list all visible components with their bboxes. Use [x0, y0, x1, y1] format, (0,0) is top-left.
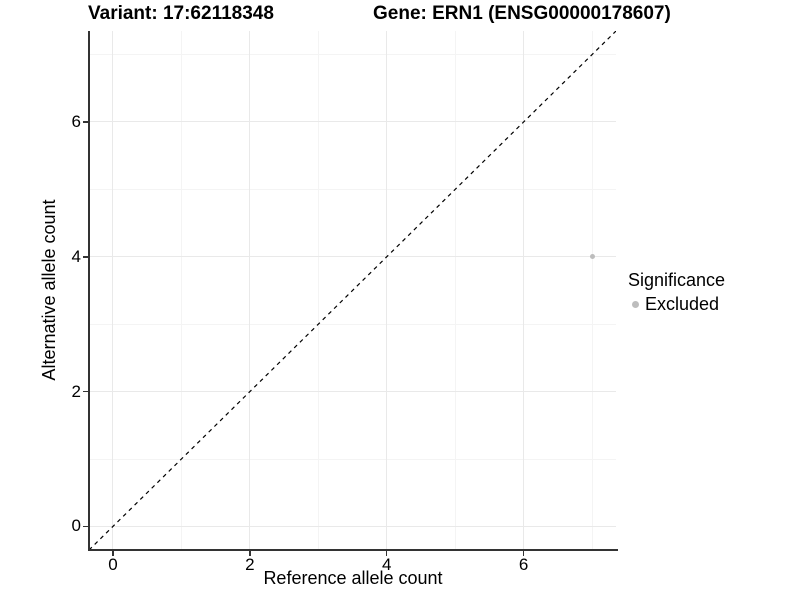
y-tick-label: 6: [71, 111, 81, 131]
gridline-major-vertical: [249, 31, 251, 550]
gridline-major-horizontal: [89, 121, 616, 123]
x-tick-label: 4: [381, 555, 392, 574]
x-tick-mark: [249, 551, 251, 556]
gridline-major-vertical: [523, 31, 525, 550]
x-tick-label: 6: [518, 555, 529, 574]
x-axis-line: [88, 549, 618, 551]
y-tick-mark: [83, 121, 88, 123]
gridline-minor-horizontal: [89, 54, 616, 56]
legend-title: Significance: [628, 270, 726, 290]
y-tick-label: 2: [71, 381, 81, 401]
gridline-major-horizontal: [89, 525, 616, 527]
x-axis-title: Reference allele count: [263, 568, 443, 588]
gridline-minor-vertical: [591, 31, 593, 550]
x-tick-label: 0: [108, 555, 118, 574]
y-tick-mark: [83, 525, 88, 528]
gridline-major-horizontal: [89, 256, 616, 258]
data-point: [589, 254, 595, 260]
x-tick-mark: [385, 551, 388, 556]
y-tick-label: 0: [71, 516, 81, 536]
gridline-minor-vertical: [180, 31, 182, 550]
x-tick-mark: [522, 551, 525, 556]
plot-panel: [89, 31, 616, 550]
x-tick-mark: [112, 551, 114, 556]
y-axis-line: [88, 31, 90, 551]
identity-line-layer: [89, 31, 616, 550]
gridline-minor-horizontal: [89, 188, 616, 190]
gridline-minor-vertical: [454, 31, 456, 550]
gridline-minor-horizontal: [89, 323, 616, 325]
plot-title-gene: Gene: ERN1 (ENSG00000178607): [373, 3, 671, 24]
y-tick-label: 4: [71, 246, 81, 266]
legend-item-label: Excluded: [645, 294, 720, 314]
gridline-minor-vertical: [317, 31, 319, 550]
y-tick-mark: [83, 390, 88, 393]
x-tick-label: 2: [245, 555, 255, 574]
gridline-minor-horizontal: [89, 458, 616, 460]
gridline-major-horizontal: [89, 391, 616, 393]
legend-item-excluded: Excluded: [628, 295, 725, 314]
identity-dashed-line: [89, 31, 616, 550]
legend: Significance Excluded: [628, 271, 725, 314]
legend-point-swatch: [632, 301, 639, 308]
y-tick-mark: [83, 256, 88, 258]
gridline-major-vertical: [386, 31, 388, 550]
plot-title-variant: Variant: 17:62118348: [88, 3, 274, 24]
gridline-major-vertical: [112, 31, 114, 550]
